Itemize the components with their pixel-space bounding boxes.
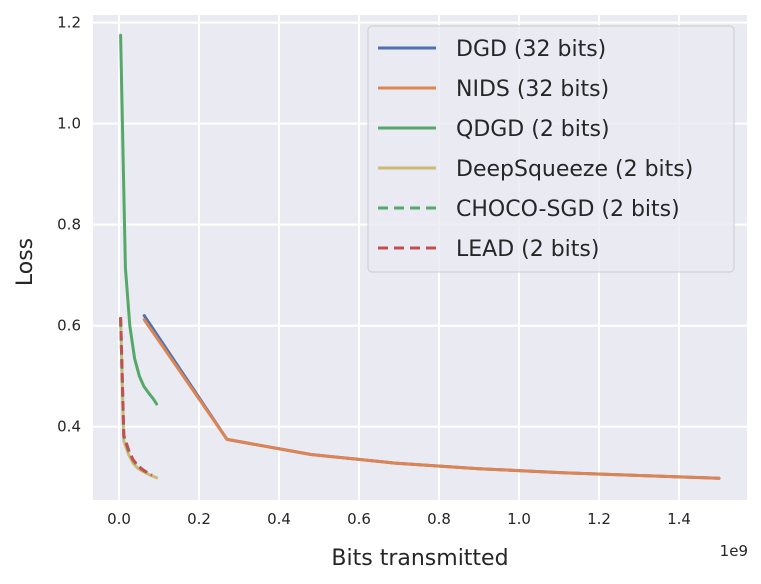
x-tick-label: 0.8 [427, 510, 451, 528]
y-tick-label: 1.0 [57, 115, 81, 133]
legend-label: DGD (32 bits) [456, 37, 606, 62]
x-tick-label: 0.4 [267, 510, 291, 528]
y-tick-label: 1.2 [57, 14, 81, 32]
x-tick-label: 1.2 [587, 510, 611, 528]
legend-box [367, 25, 735, 273]
x-tick-label: 0.0 [107, 510, 131, 528]
series-line [119, 317, 153, 477]
legend-label: QDGD (2 bits) [456, 117, 610, 142]
x-tick-label: 0.6 [347, 510, 371, 528]
y-tick-label: 0.6 [57, 317, 81, 335]
legend-label: NIDS (32 bits) [456, 77, 609, 102]
x-tick-label: 1.0 [507, 510, 531, 528]
x-tick-label: 1.4 [667, 510, 691, 528]
legend-label: CHOCO-SGD (2 bits) [456, 197, 680, 222]
y-axis-label: Loss [13, 238, 38, 286]
y-axis-ticks: 0.4 0.6 0.8 1.0 1.2 [57, 14, 81, 436]
legend-label: LEAD (2 bits) [456, 237, 599, 262]
x-axis-label: Bits transmitted [331, 546, 508, 571]
legend: DGD (32 bits) NIDS (32 bits) QDGD (2 bits)… [367, 25, 735, 273]
y-tick-label: 0.8 [57, 216, 81, 234]
series-line [119, 33, 159, 406]
x-axis-offset-label: 1e9 [720, 542, 748, 560]
legend-label: DeepSqueeze (2 bits) [456, 157, 693, 182]
y-tick-label: 0.4 [57, 418, 81, 436]
x-axis-ticks: 0.0 0.2 0.4 0.6 0.8 1.0 1.2 1.4 [107, 510, 691, 528]
x-tick-label: 0.2 [187, 510, 211, 528]
series-line [142, 318, 721, 480]
series-layer [119, 33, 721, 480]
